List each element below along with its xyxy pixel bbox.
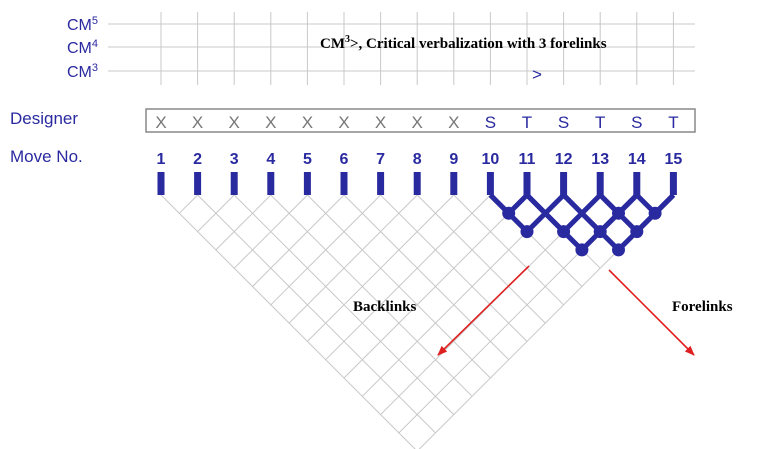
link-nodes bbox=[502, 206, 662, 257]
move-number: 2 bbox=[193, 151, 202, 168]
forelinks-arrow bbox=[608, 269, 695, 356]
designer-cell: S bbox=[558, 113, 569, 132]
link-node bbox=[612, 206, 625, 220]
move-no-label: Move No. bbox=[10, 147, 83, 166]
move-number: 10 bbox=[482, 151, 500, 168]
grid-line-left bbox=[343, 194, 528, 379]
grid-line-left bbox=[325, 194, 491, 361]
cm5-label: CM5 bbox=[67, 15, 98, 34]
grid-line-left bbox=[288, 194, 418, 324]
designer-cell: T bbox=[668, 113, 678, 132]
link-node bbox=[630, 225, 644, 239]
grid-line-left bbox=[270, 194, 381, 306]
designer-cell: X bbox=[192, 113, 203, 132]
grid-line-left bbox=[252, 194, 345, 287]
cm3-marker: > bbox=[532, 65, 542, 84]
designer-cell: X bbox=[338, 113, 349, 132]
diagram-title: CM3>, Critical verbalization with 3 fore… bbox=[320, 34, 607, 52]
grid-line-right bbox=[197, 194, 436, 434]
designer-cell: X bbox=[375, 113, 386, 132]
backlinks-label: Backlinks bbox=[353, 299, 417, 315]
move-number: 1 bbox=[157, 151, 166, 168]
cm-grid bbox=[108, 12, 695, 85]
designer-label: Designer bbox=[10, 109, 78, 128]
designer-cell: T bbox=[522, 113, 532, 132]
grid-line-left bbox=[215, 194, 272, 251]
move-number: 8 bbox=[413, 151, 422, 168]
link-node bbox=[648, 206, 662, 220]
link-line bbox=[561, 193, 676, 253]
link-node bbox=[575, 243, 589, 257]
link-lines bbox=[488, 193, 676, 253]
link-node bbox=[593, 225, 607, 239]
link-node bbox=[557, 225, 571, 239]
designer-cell: S bbox=[631, 113, 642, 132]
move-number: 13 bbox=[591, 151, 609, 168]
designer-cell: X bbox=[155, 113, 166, 132]
move-number: 7 bbox=[376, 151, 385, 168]
designer-cell: T bbox=[595, 113, 605, 132]
designer-cell: X bbox=[448, 113, 459, 132]
move-row: 1 2 3 4 5 6 7 8 9 10 11 12 13 14 15 bbox=[157, 151, 683, 168]
grid-line-right bbox=[343, 194, 510, 361]
cm4-label: CM4 bbox=[67, 38, 98, 57]
designer-cell: S bbox=[485, 113, 496, 132]
backlinks-arrow bbox=[437, 265, 530, 356]
designer-box bbox=[145, 108, 696, 133]
move-number: 12 bbox=[555, 151, 573, 168]
link-node bbox=[612, 243, 625, 257]
grid-line-left bbox=[197, 194, 235, 232]
grid-line-left bbox=[307, 194, 455, 342]
move-number: 4 bbox=[266, 151, 275, 168]
move-number: 3 bbox=[230, 151, 239, 168]
move-number: 11 bbox=[519, 151, 536, 168]
move-number: 9 bbox=[449, 151, 458, 168]
grid-line-right bbox=[270, 194, 473, 397]
designer-cell: X bbox=[265, 113, 276, 132]
designer-cell: X bbox=[412, 113, 423, 132]
move-bars bbox=[157, 172, 677, 195]
grid-line-left bbox=[233, 194, 308, 269]
move-number: 6 bbox=[340, 151, 349, 168]
designer-cell: X bbox=[229, 113, 240, 132]
link-line bbox=[525, 193, 639, 253]
forelinks-label: Forelinks bbox=[672, 299, 733, 315]
grid-line-left bbox=[178, 194, 198, 214]
move-number: 15 bbox=[665, 151, 683, 168]
move-number: 5 bbox=[303, 151, 312, 168]
cm3-label: CM3 bbox=[67, 62, 98, 81]
move-number: 14 bbox=[628, 151, 646, 168]
designer-cell: X bbox=[302, 113, 313, 132]
link-node bbox=[520, 225, 534, 239]
grid-line-right bbox=[416, 194, 546, 324]
link-node bbox=[502, 206, 516, 220]
